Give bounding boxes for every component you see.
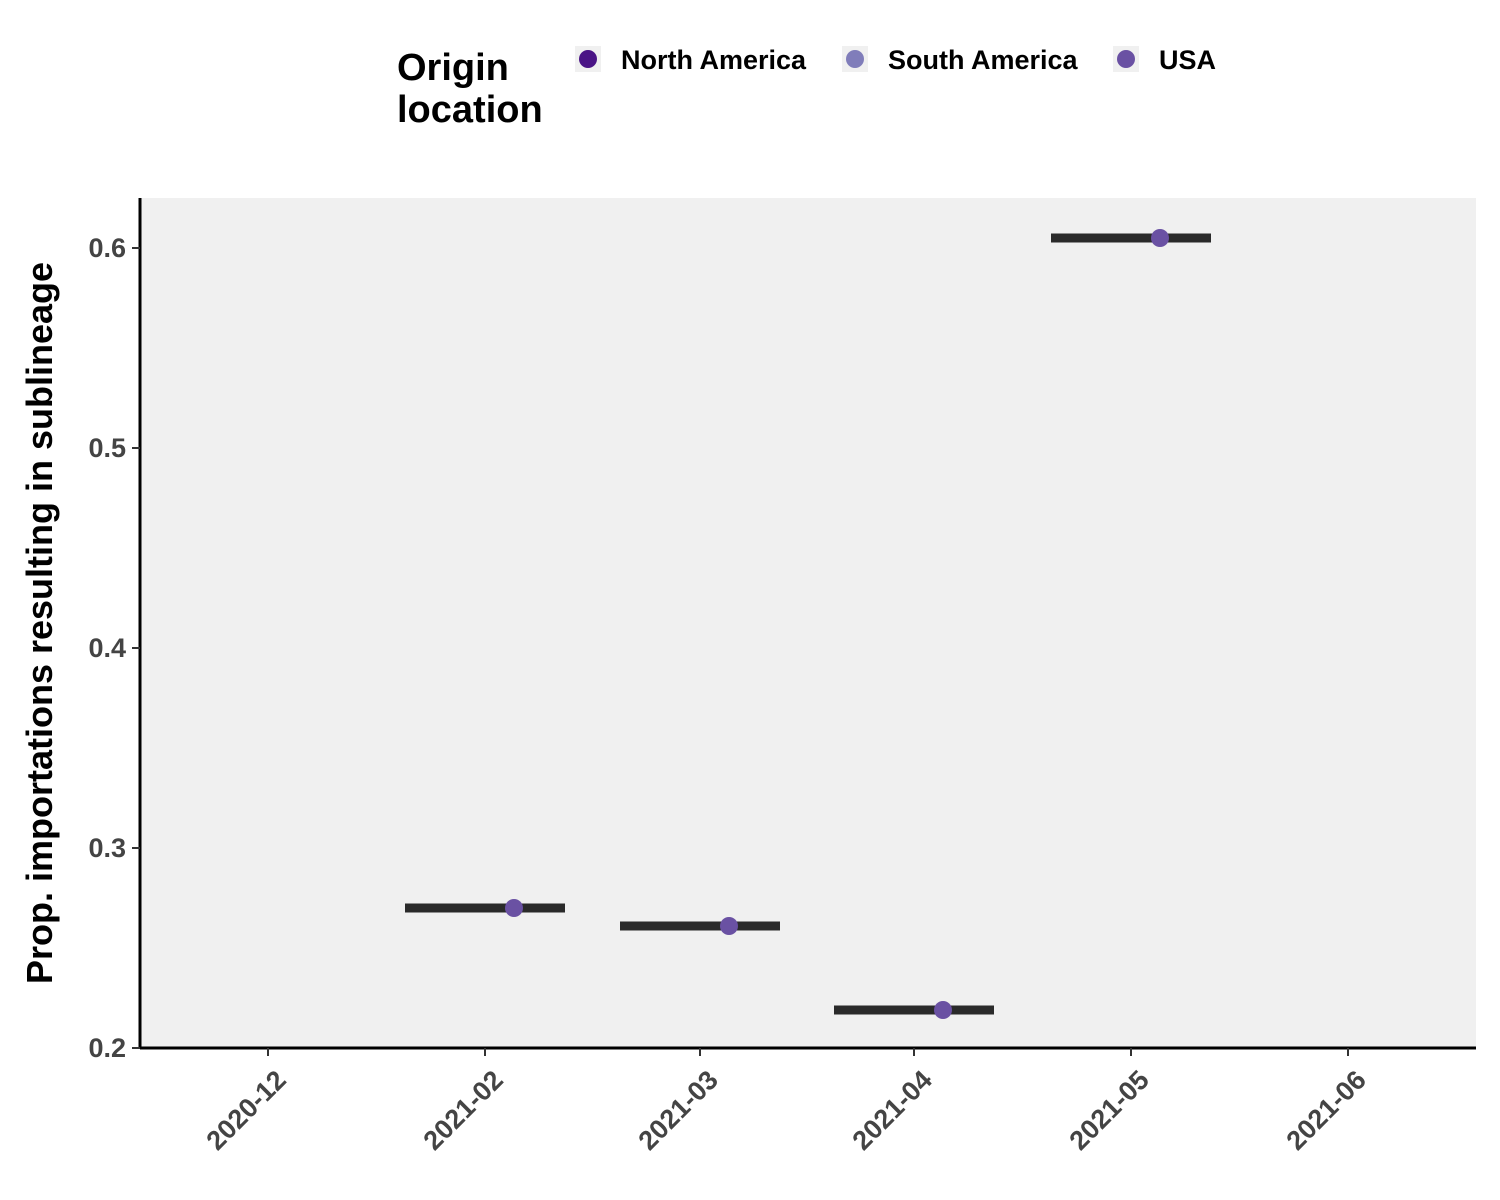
- y-axis: 0.2 0.3 0.4 0.5 0.6: [88, 233, 140, 1063]
- y-tick-label: 0.6: [88, 233, 126, 263]
- x-tick-label: 2020-12: [201, 1065, 292, 1156]
- x-tick-label: 2021-03: [633, 1065, 724, 1156]
- legend-title: Origin: [397, 47, 509, 89]
- y-tick-label: 0.3: [88, 833, 126, 863]
- x-tick-label: 2021-04: [847, 1065, 938, 1156]
- data-point: [1151, 229, 1169, 247]
- legend-label: North America: [621, 45, 807, 75]
- legend-label: USA: [1159, 45, 1216, 75]
- legend-label: South America: [888, 45, 1079, 75]
- x-axis: 2020-12 2021-02 2021-03 2021-04 2021-05 2021-…: [201, 1048, 1372, 1156]
- x-tick-label: 2021-02: [418, 1065, 509, 1156]
- plot-panel: [140, 198, 1476, 1048]
- y-axis-title: Prop. importations resulting in sublinea…: [19, 262, 60, 984]
- legend-marker: [846, 50, 864, 68]
- y-tick-label: 0.4: [88, 633, 126, 663]
- x-tick-label: 2021-06: [1281, 1065, 1372, 1156]
- y-tick-label: 0.2: [88, 1033, 126, 1063]
- legend-marker: [1117, 50, 1135, 68]
- data-point: [934, 1001, 952, 1019]
- median-bars: [405, 233, 1211, 1015]
- legend-title: location: [397, 89, 543, 131]
- data-point: [505, 899, 523, 917]
- data-point: [720, 917, 738, 935]
- data-points: [505, 229, 1169, 1019]
- legend-marker: [579, 50, 597, 68]
- y-tick-label: 0.5: [88, 433, 126, 463]
- x-tick-label: 2021-05: [1064, 1065, 1155, 1156]
